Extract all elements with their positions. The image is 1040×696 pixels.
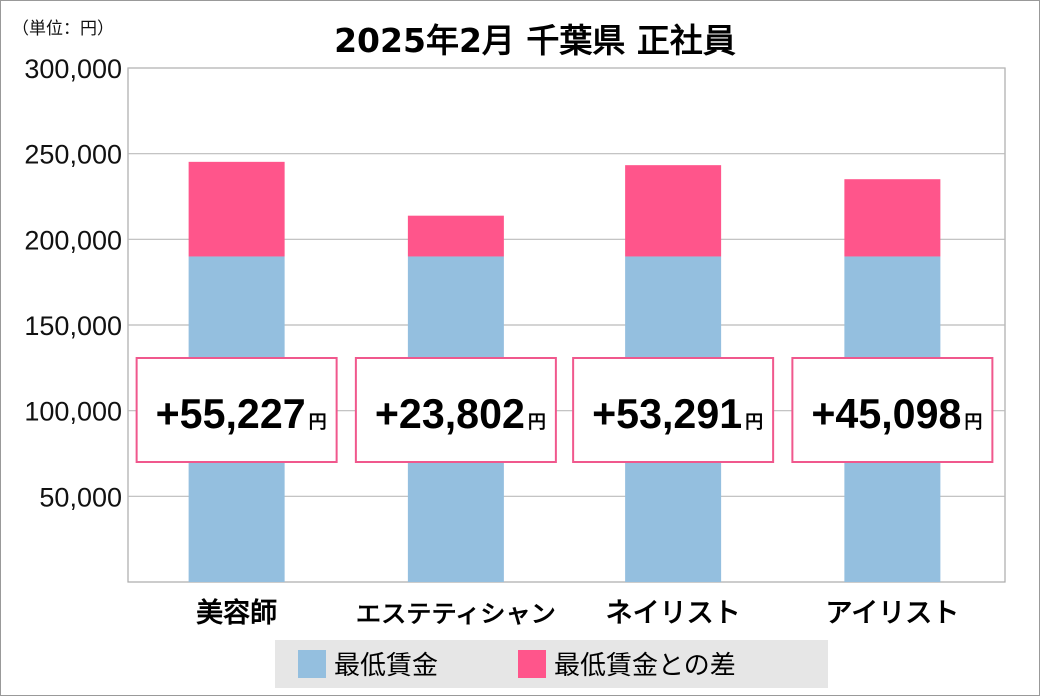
data-label-box xyxy=(135,357,338,463)
data-label-unit: 円 xyxy=(528,412,546,433)
data-label-value: +53,291 xyxy=(592,390,742,437)
bar-difference xyxy=(407,215,504,257)
data-label-box xyxy=(791,357,994,463)
data-label-unit: 円 xyxy=(309,412,327,433)
y-tick-label: 300,000 xyxy=(24,54,122,84)
data-label-value: +55,227 xyxy=(156,390,306,437)
y-tick-label: 50,000 xyxy=(39,482,122,512)
data-label-value: +45,098 xyxy=(811,390,961,437)
y-tick-label: 250,000 xyxy=(24,140,122,170)
data-label-unit: 円 xyxy=(964,412,982,433)
x-category-label: ネイリスト xyxy=(606,598,741,629)
y-tick-label: 100,000 xyxy=(24,397,122,427)
legend-swatch xyxy=(298,650,326,678)
data-label-unit: 円 xyxy=(745,412,763,433)
legend-swatch xyxy=(518,650,546,678)
unit-label: （単位：円） xyxy=(12,19,114,39)
legend-box xyxy=(275,640,828,688)
x-category-label: 美容師 xyxy=(196,597,277,629)
x-category-label: アイリスト xyxy=(826,598,960,629)
y-tick-label: 200,000 xyxy=(24,225,122,255)
data-label-box xyxy=(572,357,775,463)
data-label-value: +23,802 xyxy=(375,390,525,437)
y-tick-label: 150,000 xyxy=(24,311,122,341)
legend-label: 最低賃金 xyxy=(334,651,438,681)
legend-label: 最低賃金との差 xyxy=(554,651,736,681)
bar-difference xyxy=(844,179,941,257)
x-category-label: エステティシャン xyxy=(356,600,556,628)
bar-difference xyxy=(188,161,285,257)
chart-title: 2025年2月 千葉県 正社員 xyxy=(334,21,736,60)
data-label-box xyxy=(354,357,557,463)
bar-difference xyxy=(625,165,722,257)
